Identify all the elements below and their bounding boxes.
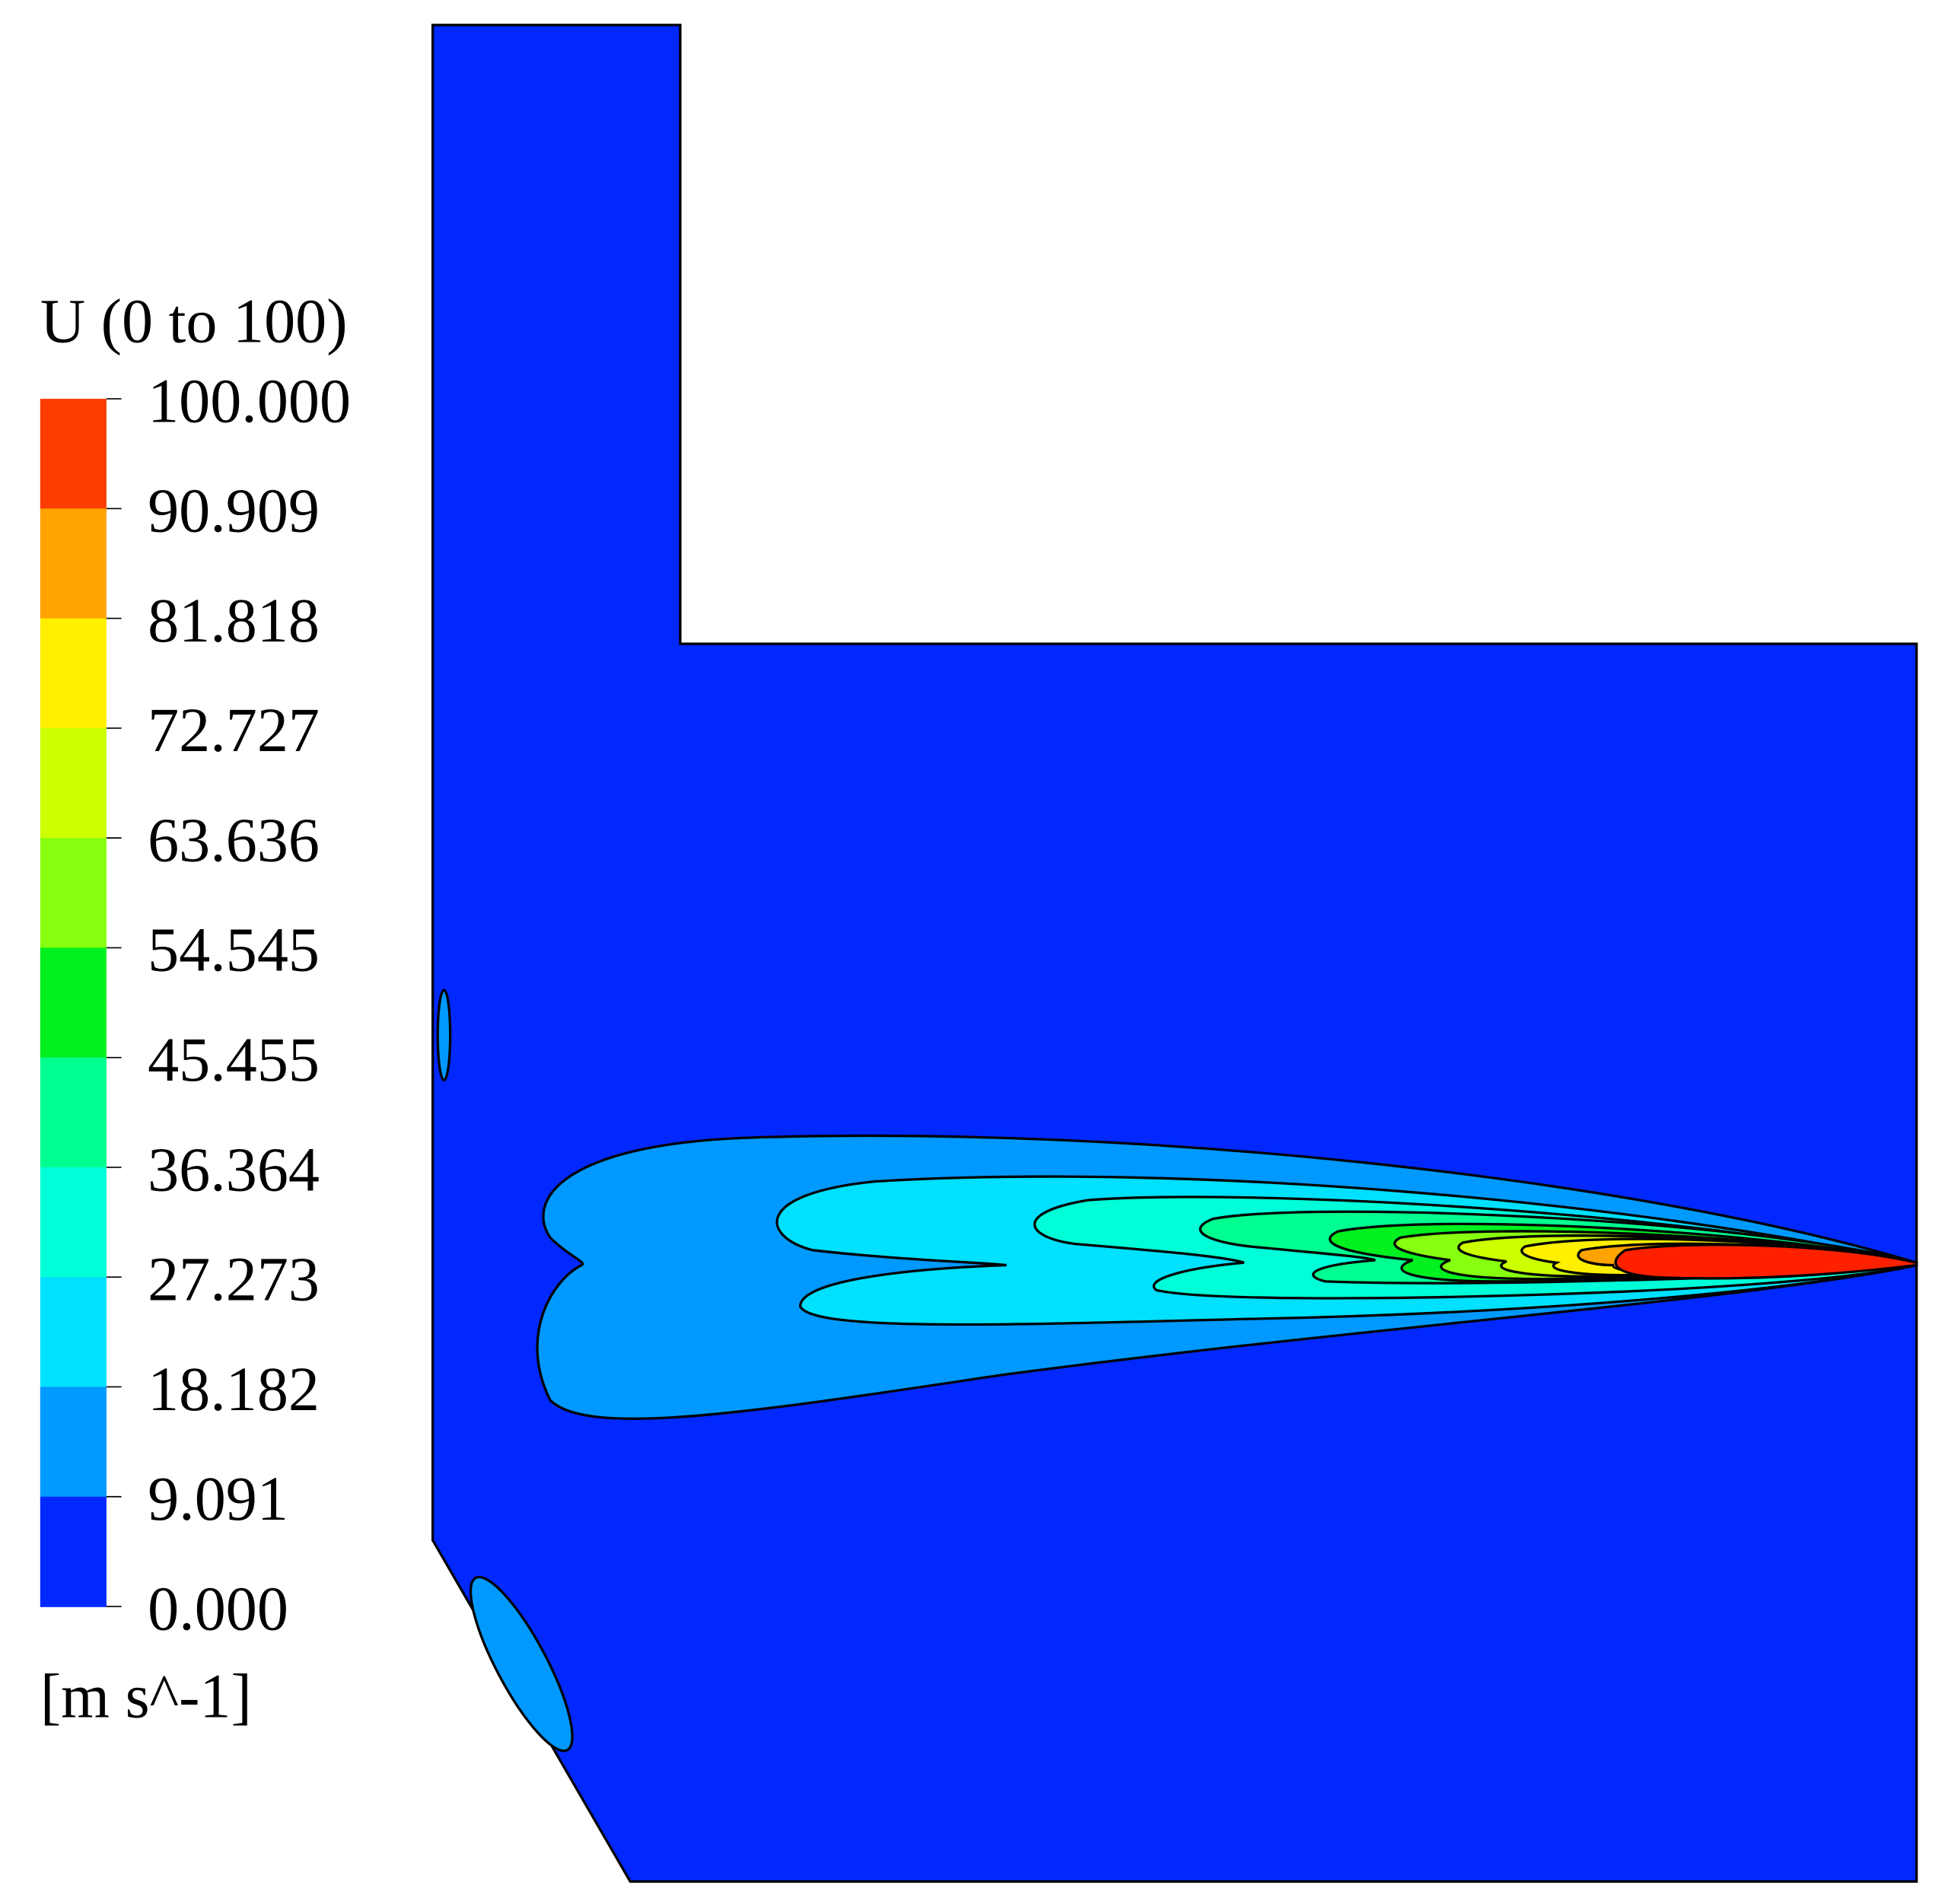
contour: [469, 1575, 574, 1753]
tick-label: 0.000: [148, 1574, 288, 1643]
tick-label: 81.818: [148, 586, 320, 655]
legend-unit: [m s^-1]: [40, 1661, 252, 1730]
tick-label: 9.091: [148, 1464, 288, 1533]
tick-label: 18.182: [148, 1355, 320, 1424]
tick-label: 27.273: [148, 1245, 320, 1314]
contour: [1614, 1243, 1918, 1280]
colorbar-band: [40, 1387, 107, 1498]
domain: [431, 24, 1918, 1883]
colorbar-band: [40, 1277, 107, 1388]
colorbar-band: [40, 1167, 107, 1278]
colorbar-band: [40, 838, 107, 949]
colorbar-band: [40, 1057, 107, 1168]
legend-title: U (0 to 100): [40, 286, 348, 355]
tick-label: 45.455: [148, 1025, 320, 1094]
colorbar-band: [40, 508, 107, 619]
colorbar-band: [40, 618, 107, 729]
colorbar-band: [40, 947, 107, 1059]
tick-label: 90.909: [148, 476, 320, 546]
domain-outline: [431, 24, 1918, 1883]
tick-label: 100.000: [148, 366, 351, 435]
tick-label: 72.727: [148, 696, 320, 765]
colorbar-band: [40, 728, 107, 839]
tick-label: 63.636: [148, 805, 320, 874]
contour: [436, 989, 452, 1082]
tick-label: 36.364: [148, 1135, 320, 1204]
colorbar: 100.000 90.909 81.818 72.727 63.636 54.545 45.…: [40, 366, 351, 1643]
tick-label: 54.545: [148, 915, 320, 985]
colorbar-band: [40, 1496, 107, 1607]
colorbar-band: [40, 399, 107, 510]
